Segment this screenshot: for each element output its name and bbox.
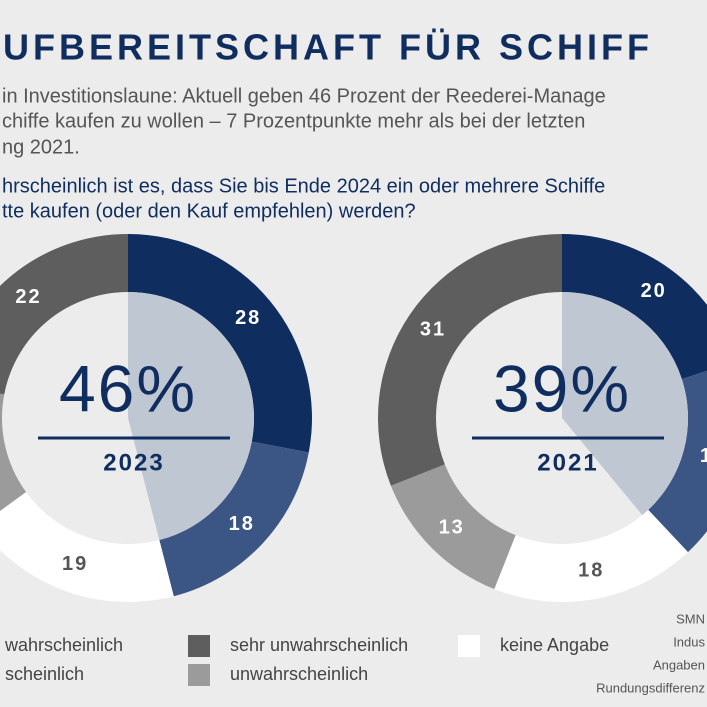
subtitle: chiffe kaufen zu wollen – 7 Prozentpunkt… — [2, 110, 585, 132]
question: tte kaufen (oder den Kauf empfehlen) wer… — [2, 200, 416, 222]
donut-segment — [648, 370, 707, 553]
data-label: 31 — [420, 319, 446, 341]
donut-segment — [159, 441, 309, 597]
data-label: 20 — [641, 280, 667, 302]
data-label: 22 — [15, 286, 41, 308]
center-sector — [562, 292, 688, 516]
donut-segment — [128, 234, 312, 453]
source: Angaben — [653, 657, 705, 672]
question: hrscheinlich ist es, dass Sie bis Ende 2… — [2, 175, 605, 197]
data-label: 18 — [229, 513, 255, 535]
subtitle: in Investitionslaune: Aktuell geben 46 P… — [2, 85, 606, 107]
data-label: 18 — [578, 560, 604, 582]
legend-label: keine Angabe — [500, 635, 609, 655]
source: Rundungsdifferenz — [596, 680, 705, 695]
category-label: 2023 — [103, 449, 164, 476]
legend-swatch — [188, 635, 210, 657]
category-label: 2021 — [537, 449, 598, 476]
donut-segment — [562, 234, 707, 380]
chart-title: UFBEREITSCHAFT FÜR SCHIFF — [3, 27, 653, 68]
legend-label: scheinlich — [5, 664, 84, 684]
legend-swatch — [188, 664, 210, 686]
legend-swatch — [458, 635, 480, 657]
legend-label: unwahrscheinlich — [230, 664, 368, 684]
donut-segment — [0, 234, 128, 395]
donut-segment — [390, 464, 516, 590]
legend-label: sehr unwahrscheinlich — [230, 635, 408, 655]
donut-segment — [0, 492, 174, 602]
donut-segment — [0, 393, 27, 511]
data-label: 28 — [235, 307, 261, 329]
source: SMN — [676, 611, 705, 626]
data-label: 19 — [62, 553, 88, 575]
center-value: 39% — [493, 351, 631, 425]
data-label: 13 — [439, 517, 465, 539]
data-label: 18 — [700, 445, 707, 467]
source: Indus — [673, 634, 705, 649]
donut-segment — [377, 234, 562, 486]
center-sector — [128, 292, 255, 541]
subtitle: ng 2021. — [2, 136, 80, 158]
donut-segment — [494, 509, 688, 602]
legend-label: wahrscheinlich — [4, 635, 123, 655]
center-value: 46% — [59, 351, 197, 425]
